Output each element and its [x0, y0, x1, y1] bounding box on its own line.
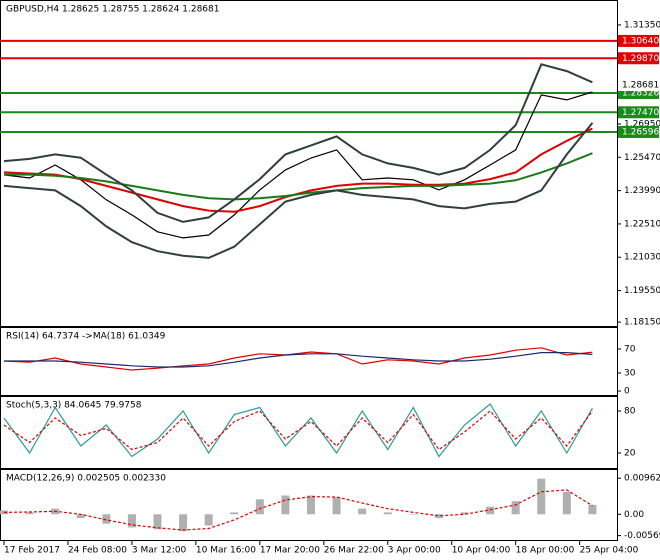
y-tick-label: 0.009625 [624, 474, 660, 484]
x-tick-label: 18 Apr 00:00 [516, 546, 575, 556]
histogram-bar [25, 512, 34, 515]
series-line [4, 152, 593, 201]
y-tick-label: 80 [624, 407, 636, 417]
stoch-panel [0, 396, 618, 469]
histogram-bar [307, 495, 315, 515]
y-tick-label: 70 [624, 345, 636, 355]
histogram-bar [511, 501, 520, 515]
histogram-bar [409, 514, 418, 515]
histogram-bar [358, 508, 367, 515]
y-tick-label: 1.22510 [624, 219, 660, 229]
histogram-bar [255, 499, 264, 515]
histogram-bar [76, 514, 85, 519]
series-line [3, 489, 593, 531]
y-tick-label: 1.19550 [624, 286, 660, 296]
level-label: 1.30640 [622, 36, 659, 46]
y-tick-label: 1.23990 [624, 186, 660, 196]
series-line [4, 352, 593, 368]
histogram-bar [562, 491, 571, 515]
histogram-bar [537, 478, 546, 515]
histogram-bar [383, 512, 392, 515]
level-label: 1.28326 [622, 89, 659, 99]
y-tick-label: 1.31350 [624, 20, 660, 30]
x-tick-label: 17 Mar 20:00 [260, 546, 320, 556]
y-tick-label: 1.25470 [624, 153, 660, 163]
last-price-label: 1.28681 [622, 81, 659, 91]
histogram-bar [102, 514, 111, 524]
histogram-bar [434, 514, 443, 519]
rsi-panel [0, 327, 618, 396]
x-tick-label: 25 Apr 04:00 [580, 546, 639, 556]
panel-title: MACD(12,26,9) 0.002505 0.002330 [6, 474, 166, 484]
last-price-box [618, 79, 659, 92]
histogram-bar [179, 514, 188, 532]
series-line [3, 127, 593, 213]
histogram-bar [204, 514, 213, 526]
series-line [3, 122, 594, 259]
level-label: 1.27470 [622, 108, 659, 118]
histogram-bar [127, 514, 136, 528]
main-panel [0, 0, 618, 327]
macd-panel [0, 469, 618, 541]
level-label-box [618, 34, 659, 47]
x-tick-label: 17 Feb 2017 [4, 546, 60, 556]
histogram-bar [460, 512, 469, 515]
x-tick-label: 3 Apr 00:00 [388, 546, 441, 556]
histogram-bar [486, 506, 495, 515]
x-tick-label: 26 Mar 22:00 [324, 546, 384, 556]
level-label-box [618, 106, 659, 119]
histogram-bar [230, 512, 239, 515]
y-tick-label: -0.005692 [624, 531, 660, 541]
level-label-box [618, 52, 659, 65]
histogram-bar [588, 504, 597, 515]
series-line [3, 347, 593, 371]
y-tick-label: 0 [624, 387, 630, 397]
y-tick-label: 0.00 [624, 510, 644, 520]
panel-title: Stoch(5,3,3) 84.0645 79.9758 [6, 401, 142, 411]
panel-title: GBPUSD,H4 1.28625 1.28755 1.28624 1.2868… [6, 5, 219, 15]
histogram-bar [153, 514, 162, 530]
x-tick-label: 24 Feb 08:00 [68, 546, 127, 556]
histogram-bar [332, 497, 341, 515]
y-tick-label: 1.21030 [624, 253, 660, 263]
x-tick-label: 10 Apr 04:00 [452, 546, 511, 556]
panel-title: RSI(14) 64.7374 ->MA(18) 61.0349 [6, 332, 166, 342]
y-tick-label: 1.18150 [624, 318, 660, 328]
series-line [3, 403, 593, 458]
x-tick-label: 10 Mar 16:00 [196, 546, 256, 556]
level-label: 1.26596 [622, 127, 659, 137]
x-tick-label: 3 Mar 12:00 [132, 546, 187, 556]
series-line [3, 63, 593, 223]
histogram-bar [281, 495, 290, 515]
series-line [3, 91, 593, 239]
y-tick-label: 30 [624, 369, 636, 379]
level-label: 1.29870 [622, 54, 659, 64]
y-tick-label: 20 [624, 449, 636, 459]
series-line [3, 410, 593, 451]
y-tick-label: 1.26950 [624, 119, 660, 129]
level-label-box [618, 125, 659, 138]
